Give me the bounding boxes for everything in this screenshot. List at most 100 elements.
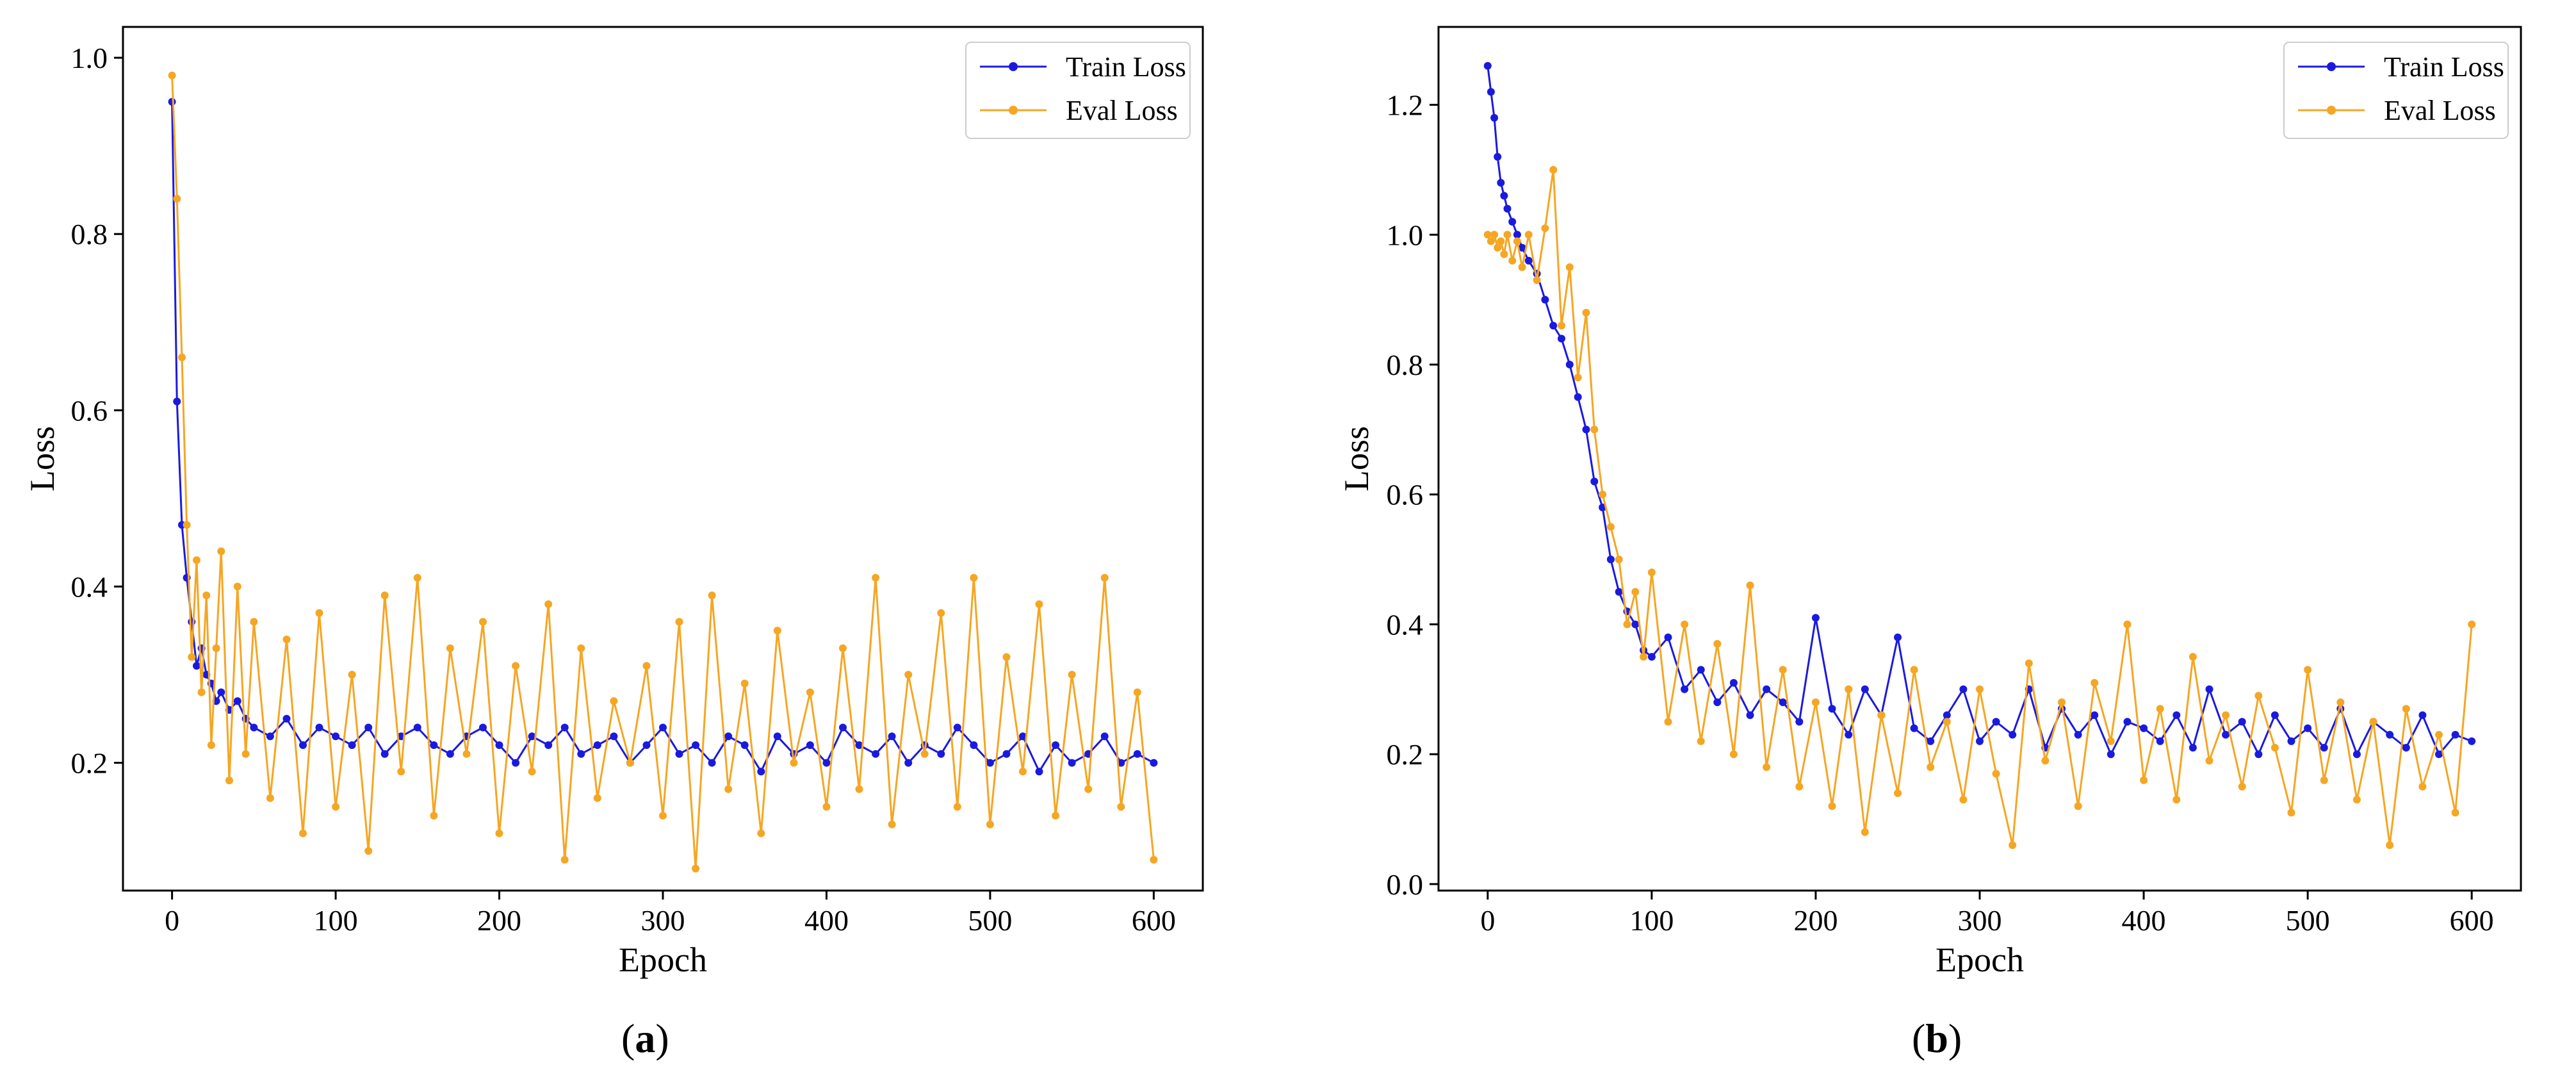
eval-loss-point-a-49	[822, 803, 831, 811]
eval-loss-point-b-50	[2058, 698, 2066, 707]
eval-loss-point-a-21	[364, 847, 373, 855]
eval-loss-point-a-26	[446, 644, 454, 652]
train-loss-point-b-74	[2451, 730, 2459, 739]
train-loss-point-a-64	[1068, 759, 1076, 767]
eval-loss-point-b-56	[2156, 705, 2164, 713]
y-tick-label-a-0: 0.2	[71, 747, 108, 780]
train-loss-point-b-60	[2222, 730, 2230, 739]
eval-loss-line-a	[171, 75, 1155, 870]
eval-loss-point-a-29	[495, 829, 503, 837]
eval-loss-point-a-46	[773, 627, 781, 635]
eval-loss-point-b-13	[1549, 166, 1558, 174]
eval-loss-point-a-37	[626, 759, 634, 767]
train-loss-point-b-34	[1795, 718, 1804, 726]
train-loss-point-a-40	[675, 750, 683, 758]
eval-loss-point-b-66	[2320, 776, 2328, 784]
eval-loss-point-b-58	[2189, 653, 2197, 661]
train-loss-point-b-23	[1631, 620, 1640, 629]
x-ticks-b: 0 100 200 300 400 500 600	[1480, 891, 2494, 937]
train-loss-point-a-30	[512, 759, 520, 767]
train-loss-point-a-15	[266, 732, 274, 741]
train-loss-point-b-46	[1992, 718, 2000, 726]
eval-loss-point-a-30	[512, 662, 520, 670]
caption-a: (a)	[621, 1016, 669, 1061]
train-loss-point-b-57	[2172, 711, 2181, 720]
eval-loss-point-b-70	[2386, 841, 2394, 850]
train-loss-point-a-21	[364, 723, 373, 732]
eval-loss-point-b-37	[1845, 685, 1853, 693]
caption-b: (b)	[1912, 1016, 1962, 1061]
eval-loss-point-a-56	[937, 609, 945, 617]
eval-loss-point-a-13	[241, 750, 250, 758]
eval-loss-point-a-14	[250, 618, 258, 626]
eval-loss-point-a-59	[986, 820, 994, 828]
eval-loss-point-a-39	[659, 812, 667, 820]
train-loss-point-a-60	[1002, 750, 1011, 758]
eval-loss-point-b-65	[2304, 666, 2312, 674]
train-loss-point-b-12	[1541, 295, 1549, 304]
train-loss-point-a-51	[855, 741, 863, 749]
eval-loss-point-b-23	[1631, 588, 1640, 596]
eval-loss-point-a-48	[806, 688, 814, 696]
eval-loss-point-b-10	[1524, 231, 1533, 239]
eval-loss-point-a-9	[212, 644, 220, 652]
eval-loss-point-a-24	[413, 573, 421, 582]
x-axis-label-b: Epoch	[1936, 941, 2024, 979]
train-loss-point-a-10	[217, 688, 225, 696]
eval-loss-point-a-2	[178, 353, 186, 361]
eval-loss-point-b-20	[1606, 523, 1615, 531]
train-loss-point-b-64	[2287, 737, 2295, 745]
x-tick-label-a-1: 100	[314, 904, 358, 937]
train-loss-point-b-51	[2074, 730, 2082, 739]
x-ticks-a: 0 100 200 300 400 500 600	[165, 891, 1176, 937]
eval-loss-point-b-3	[1494, 243, 1502, 252]
train-loss-point-b-15	[1565, 361, 1574, 368]
legend-train-label-b: Train Loss	[2384, 51, 2504, 83]
eval-loss-point-a-28	[479, 618, 487, 626]
eval-loss-point-b-68	[2352, 796, 2361, 804]
eval-loss-point-b-47	[2009, 841, 2017, 850]
eval-loss-point-b-17	[1582, 309, 1590, 317]
train-loss-point-b-59	[2205, 685, 2213, 693]
legend-eval-label-b: Eval Loss	[2384, 95, 2496, 126]
train-loss-point-b-36	[1828, 705, 1836, 713]
eval-loss-point-a-50	[839, 644, 847, 652]
eval-loss-point-b-59	[2205, 757, 2213, 765]
eval-loss-point-a-55	[920, 750, 929, 758]
train-loss-point-b-37	[1845, 730, 1853, 739]
train-loss-point-a-28	[479, 723, 487, 732]
eval-loss-point-a-42	[708, 591, 716, 600]
eval-loss-point-a-12	[233, 582, 241, 591]
train-loss-point-b-68	[2352, 750, 2361, 759]
train-loss-point-b-17	[1582, 425, 1590, 434]
eval-loss-point-b-24	[1640, 653, 1648, 661]
eval-loss-point-a-8	[207, 741, 215, 749]
train-loss-point-b-62	[2254, 750, 2263, 759]
y-tick-label-b-2: 0.4	[1387, 608, 1424, 641]
train-loss-point-b-44	[1959, 685, 1968, 693]
eval-loss-point-b-19	[1599, 490, 1607, 498]
eval-loss-point-b-71	[2402, 705, 2410, 713]
train-loss-point-a-52	[872, 750, 880, 758]
train-loss-point-a-38	[642, 741, 651, 749]
eval-loss-point-b-62	[2254, 691, 2263, 700]
train-loss-point-a-29	[495, 741, 503, 749]
eval-loss-point-a-62	[1035, 600, 1043, 608]
eval-loss-point-a-20	[348, 671, 356, 679]
train-loss-point-b-18	[1590, 477, 1599, 486]
eval-loss-point-b-67	[2336, 698, 2345, 707]
x-tick-label-b-6: 600	[2450, 904, 2494, 937]
eval-loss-point-b-5	[1500, 250, 1508, 258]
train-loss-point-b-41	[1910, 724, 1918, 732]
y-axis-label-a: Loss	[23, 426, 61, 491]
eval-loss-point-a-53	[888, 820, 896, 828]
series-b	[1483, 62, 2476, 850]
eval-loss-point-b-74	[2451, 809, 2459, 817]
x-tick-label-b-4: 400	[2122, 904, 2166, 937]
eval-loss-point-b-55	[2140, 776, 2148, 784]
train-loss-point-b-58	[2189, 744, 2197, 752]
x-tick-label-b-0: 0	[1480, 904, 1495, 937]
x-tick-label-a-6: 600	[1132, 904, 1176, 937]
eval-loss-point-a-23	[397, 768, 405, 776]
